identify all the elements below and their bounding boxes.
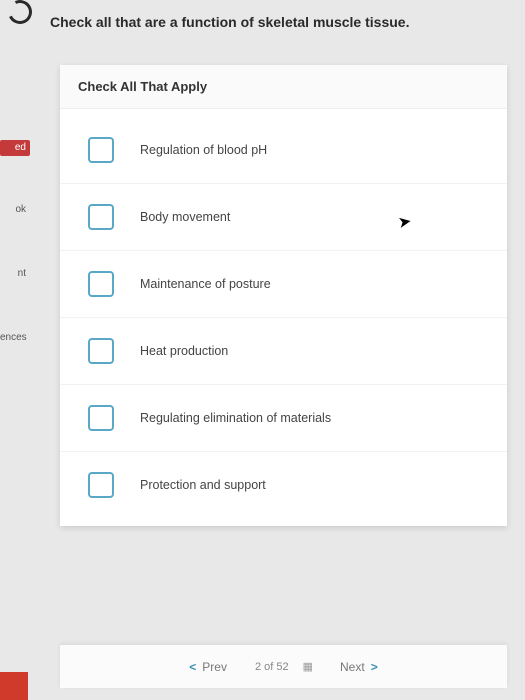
next-label: Next — [340, 660, 365, 674]
corner-badge — [0, 672, 28, 700]
checkbox-posture[interactable] — [88, 271, 114, 297]
option-row: Regulation of blood pH — [60, 117, 507, 184]
prev-label: Prev — [202, 660, 227, 674]
option-row: Maintenance of posture — [60, 251, 507, 318]
option-row: Regulating elimination of materials — [60, 385, 507, 452]
question-text: Check all that are a function of skeleta… — [50, 14, 505, 30]
sidebar-item-ences[interactable]: ences — [0, 332, 30, 348]
option-row: Body movement — [60, 184, 507, 251]
bottom-nav: < Prev 2 of 52 ▦ Next > — [60, 644, 507, 688]
option-row: Heat production — [60, 318, 507, 385]
chevron-left-icon: < — [189, 660, 196, 674]
sidebar-item-ok[interactable]: ok — [0, 204, 30, 220]
checkbox-body-movement[interactable] — [88, 204, 114, 230]
option-label: Body movement — [140, 210, 230, 224]
checkbox-elimination[interactable] — [88, 405, 114, 431]
next-button[interactable]: Next > — [340, 660, 378, 674]
sidebar-item-ed[interactable]: ed — [0, 140, 30, 156]
left-sidebar: ed ok nt ences — [0, 140, 30, 396]
nav-position-group: 2 of 52 ▦ — [255, 660, 312, 673]
prev-button[interactable]: < Prev — [189, 660, 227, 674]
options-list: Regulation of blood pH Body movement Mai… — [60, 109, 507, 526]
progress-circle-icon — [5, 0, 36, 27]
sidebar-item-nt[interactable]: nt — [0, 268, 30, 284]
option-label: Heat production — [140, 344, 228, 358]
option-label: Regulation of blood pH — [140, 143, 267, 157]
option-row: Protection and support — [60, 452, 507, 518]
grid-icon[interactable]: ▦ — [303, 660, 312, 673]
page-root: Check all that are a function of skeleta… — [0, 0, 525, 700]
checkbox-heat[interactable] — [88, 338, 114, 364]
option-label: Regulating elimination of materials — [140, 411, 331, 425]
checkbox-blood-ph[interactable] — [88, 137, 114, 163]
checkbox-protection[interactable] — [88, 472, 114, 498]
question-card: Check All That Apply Regulation of blood… — [60, 65, 507, 526]
option-label: Maintenance of posture — [140, 277, 271, 291]
chevron-right-icon: > — [371, 660, 378, 674]
option-label: Protection and support — [140, 478, 266, 492]
card-header: Check All That Apply — [60, 65, 507, 109]
position-text: 2 of 52 — [255, 661, 289, 673]
